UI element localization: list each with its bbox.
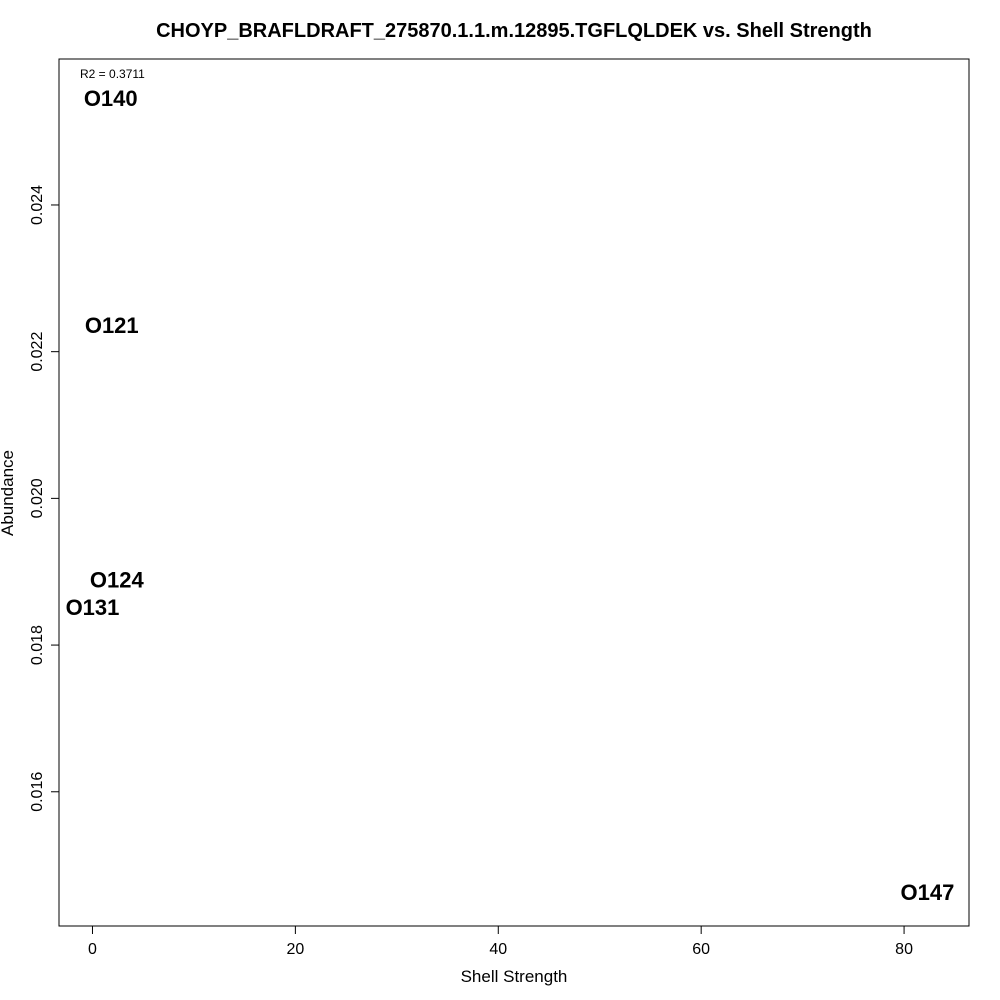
x-tick-label: 20 xyxy=(286,941,304,958)
y-axis: 0.016 0.018 0.020 0.022 0.024 xyxy=(29,185,60,812)
chart-title: CHOYP_BRAFLDRAFT_275870.1.1.m.12895.TGFL… xyxy=(156,20,872,42)
point-label: O147 xyxy=(900,880,954,905)
point-label: O131 xyxy=(66,595,120,620)
r2-annotation: R2 = 0.3711 xyxy=(80,67,145,81)
y-tick-label: 0.018 xyxy=(29,625,46,665)
x-tick-label: 60 xyxy=(692,941,710,958)
x-tick-label: 0 xyxy=(88,941,97,958)
y-axis-label: Abundance xyxy=(0,450,17,536)
x-tick-label: 80 xyxy=(895,941,913,958)
x-tick-label: 40 xyxy=(489,941,507,958)
point-label: O124 xyxy=(90,567,145,592)
x-axis-label: Shell Strength xyxy=(461,967,568,986)
plot-frame xyxy=(58,58,970,927)
data-points: O140 O121 O124 O131 O147 xyxy=(66,86,955,905)
y-tick-label: 0.024 xyxy=(29,185,46,225)
y-tick-label: 0.016 xyxy=(29,772,46,812)
y-tick-label: 0.022 xyxy=(29,332,46,372)
point-label: O121 xyxy=(85,313,139,338)
y-tick-label: 0.020 xyxy=(29,478,46,518)
x-axis: 0 20 40 60 80 xyxy=(88,925,913,958)
point-label: O140 xyxy=(84,86,138,111)
